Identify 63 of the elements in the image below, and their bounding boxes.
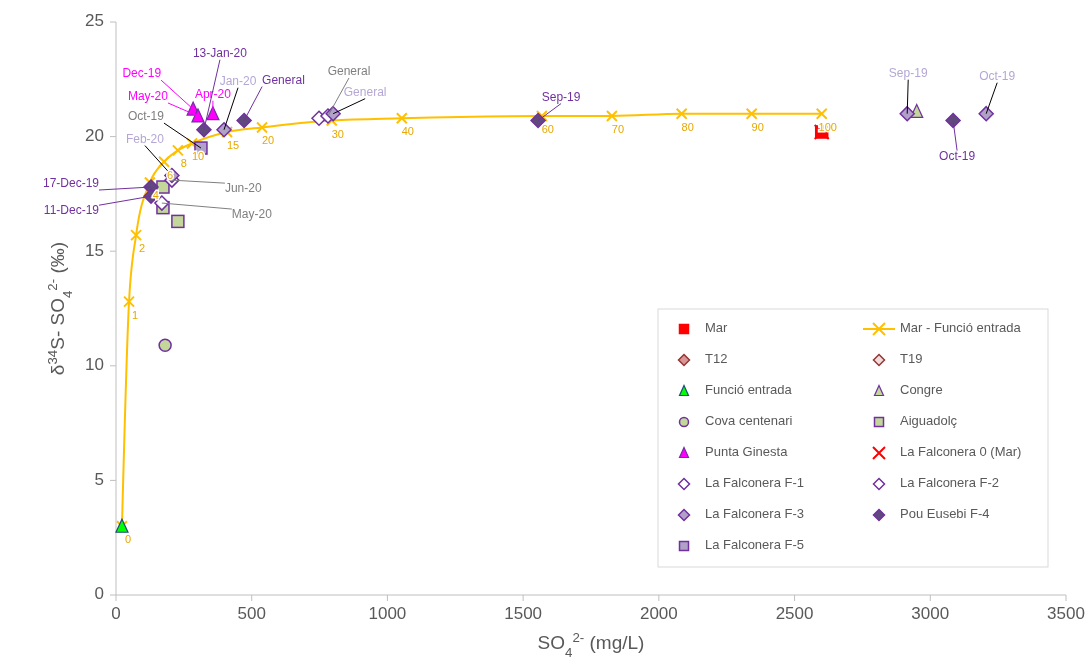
data-label: Feb-20: [125, 131, 165, 146]
legend-label: La Falconera F-2: [900, 475, 999, 491]
x-tick-label: 3500: [1047, 604, 1085, 623]
legend-label: Punta Ginesta: [705, 444, 789, 460]
annotation: 40: [401, 125, 414, 138]
y-tick-label: 5: [94, 469, 104, 489]
data-label: May-20: [127, 89, 169, 104]
data-label: Sep-19: [541, 89, 581, 104]
annotation: 4: [152, 189, 159, 202]
data-label: Oct-19: [939, 148, 976, 163]
annotation: 2: [139, 242, 146, 255]
legend-label: La Falconera F-3: [705, 506, 804, 522]
y-tick-label: 25: [85, 11, 104, 31]
x-tick-label: 1000: [368, 604, 407, 623]
data-label: General: [262, 72, 305, 87]
annotation: 8: [180, 157, 187, 170]
legend-label: La Falconera F-1: [705, 475, 804, 491]
legend-label: T19: [900, 351, 923, 367]
x-tick-label: 0: [111, 604, 121, 623]
legend-label: Cova centenari: [705, 413, 793, 429]
legend-label: Mar - Funció entrada: [900, 320, 1022, 336]
legend-label: Aiguadolç: [900, 413, 958, 429]
data-label: Jun-20: [224, 181, 262, 196]
data-label: 11-Dec-19: [43, 203, 100, 218]
y-tick-label: 20: [85, 126, 104, 146]
data-label: Sep-19: [888, 65, 928, 80]
data-label: Dec-19: [122, 66, 162, 81]
annotation: 20: [261, 134, 275, 147]
data-label: 13-Jan-20: [192, 45, 248, 60]
data-label: May-20: [231, 207, 273, 222]
x-tick-label: 1500: [504, 604, 543, 623]
annotation: 1: [131, 308, 139, 321]
y-tick-label: 10: [85, 355, 104, 375]
annotation: 60: [541, 122, 554, 135]
data-label: Oct-19: [979, 68, 1016, 83]
x-tick-label: 500: [237, 604, 266, 623]
annotation: 90: [751, 120, 764, 133]
data-label: Jan-20: [219, 73, 257, 88]
data-label: General: [343, 84, 387, 99]
annotation: 100: [818, 120, 837, 133]
annotation: 15: [226, 139, 240, 152]
annotation: 0: [124, 533, 132, 546]
data-label: General: [327, 64, 371, 79]
annotation: 30: [331, 127, 344, 140]
x-tick-label: 2500: [775, 604, 814, 623]
annotation: 80: [681, 120, 694, 133]
x-axis-title: SO$_{4}$$^{2-}$ (mg/L): [537, 629, 645, 660]
data-label: Apr-20: [194, 86, 232, 101]
legend-label: Mar: [705, 320, 729, 336]
y-tick-label: 15: [85, 240, 104, 260]
data-label: 17-Dec-19: [42, 176, 100, 191]
x-tick-label: 2000: [639, 604, 678, 623]
annotation: 6: [166, 168, 174, 181]
legend-label: Congre: [900, 382, 943, 398]
x-tick-label: 3000: [911, 604, 950, 623]
annotation: 70: [611, 122, 625, 135]
legend-label: La Falconera F-5: [705, 537, 804, 553]
data-label: Oct-19: [127, 109, 165, 124]
legend-label: Funció entrada: [705, 382, 793, 398]
y-tick-label: 0: [94, 584, 104, 604]
legend-label: La Falconera 0 (Mar): [900, 444, 1022, 460]
legend-label: T12: [705, 351, 728, 367]
legend-label: Pou Eusebi F-4: [900, 506, 990, 522]
